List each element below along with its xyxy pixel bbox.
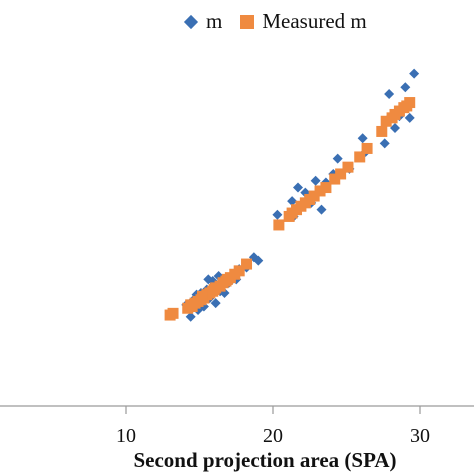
data-point-measured-m (221, 273, 233, 285)
data-point-measured-m (329, 173, 341, 185)
data-point-measured-m (208, 284, 220, 296)
data-point-m (400, 82, 411, 93)
tick-layer: 10 20 30 (116, 425, 430, 447)
data-point-m (404, 112, 415, 123)
data-point-measured-m (273, 219, 285, 231)
chart-legend: m Measured m (183, 9, 385, 34)
data-point-measured-m (185, 299, 197, 311)
data-point-m (384, 89, 395, 100)
diamond-marker-icon (183, 14, 199, 29)
data-point-measured-m (283, 210, 295, 222)
data-point-m (316, 204, 327, 215)
data-point-m (210, 298, 221, 309)
data-point-m (185, 311, 196, 322)
series-layer (164, 68, 420, 322)
data-point-measured-m (380, 115, 392, 127)
data-point-measured-m (308, 190, 320, 202)
data-point-m (332, 153, 343, 164)
x-tick-label: 20 (263, 425, 283, 447)
data-point-measured-m (167, 307, 179, 319)
series-measured-m (164, 97, 416, 321)
x-tick-label: 30 (410, 425, 430, 447)
data-point-measured-m (401, 100, 413, 112)
data-point-m (357, 133, 368, 144)
data-point-measured-m (335, 168, 347, 180)
square-marker-icon (240, 14, 255, 29)
data-point-measured-m (314, 185, 326, 197)
data-point-m (390, 123, 401, 134)
data-point-measured-m (196, 290, 208, 302)
data-point-measured-m (241, 258, 253, 270)
data-point-measured-m (233, 265, 245, 277)
data-point-m (272, 209, 283, 220)
data-point-m (203, 274, 214, 285)
legend-label-m: m (206, 9, 223, 33)
x-axis-title: Second projection area (SPA) (133, 448, 397, 472)
series-m (166, 68, 420, 322)
legend-item-m: m (183, 9, 223, 34)
data-point-m (253, 255, 264, 266)
x-tick-label: 10 (116, 425, 136, 447)
data-point-measured-m (376, 125, 388, 137)
data-point-measured-m (361, 142, 373, 154)
data-point-measured-m (342, 161, 354, 173)
data-point-m (292, 182, 303, 193)
legend-label-measured-m: Measured m (262, 9, 367, 33)
axis-layer (0, 405, 474, 414)
data-point-measured-m (354, 151, 366, 163)
legend-item-measured-m: Measured m (240, 9, 367, 34)
data-point-m (310, 175, 321, 186)
data-point-measured-m (320, 182, 332, 194)
data-point-m (379, 138, 390, 149)
data-point-m (287, 196, 298, 207)
data-point-m (409, 68, 420, 79)
